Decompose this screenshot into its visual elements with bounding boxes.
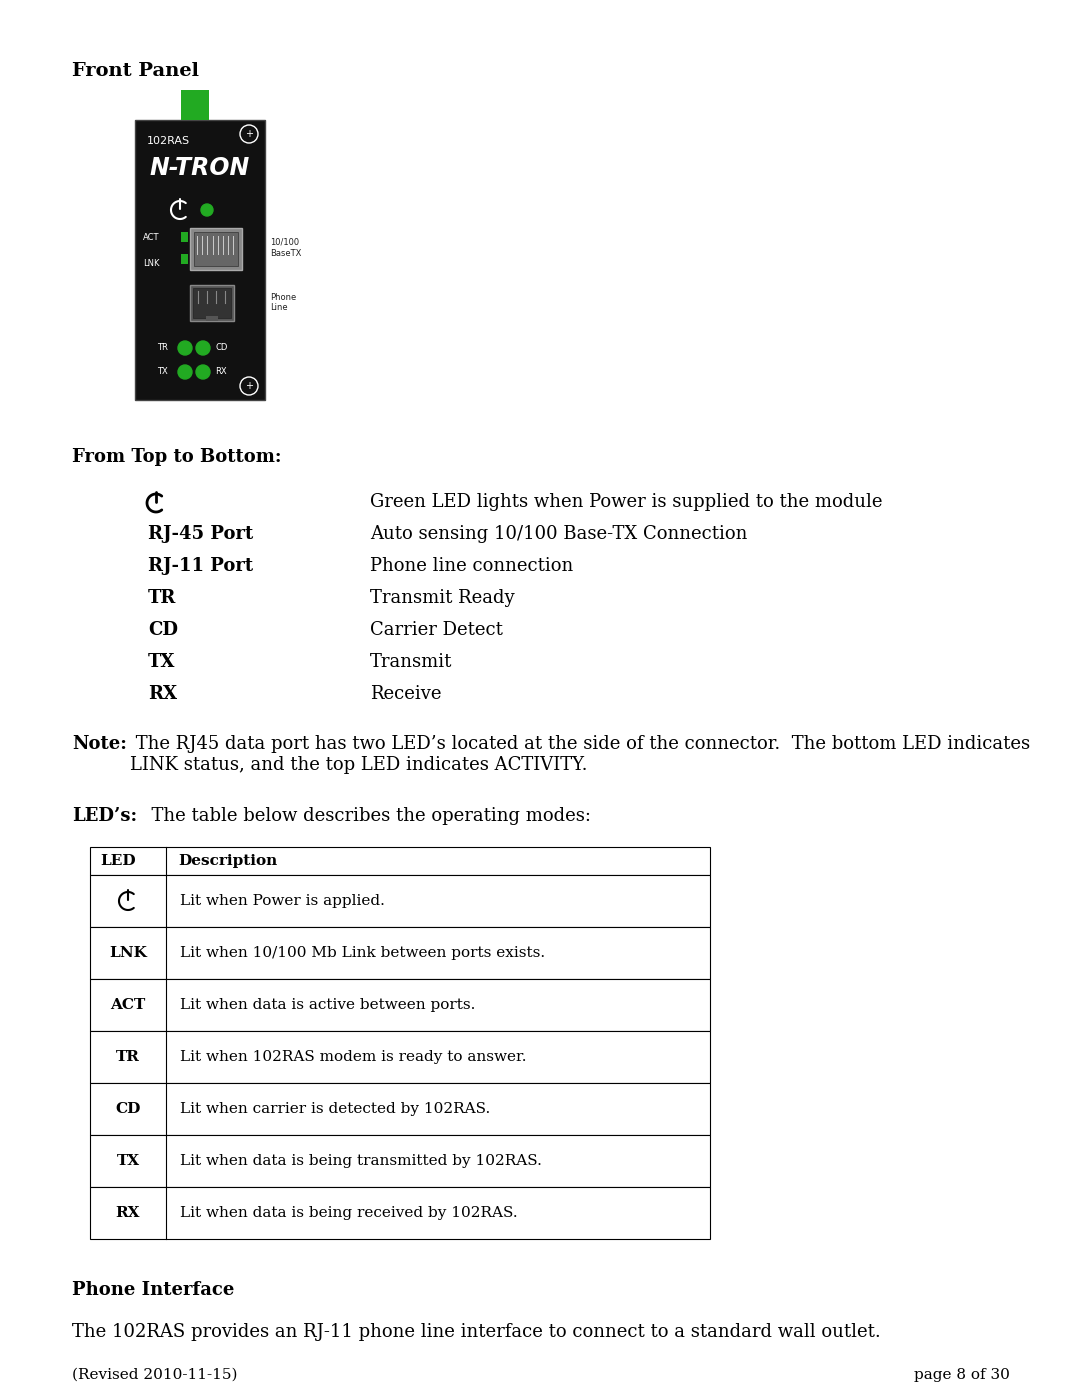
Bar <box>90 847 710 875</box>
Text: TX: TX <box>157 367 167 377</box>
Text: +: + <box>245 129 253 138</box>
Text: Phone line connection: Phone line connection <box>370 557 573 576</box>
Text: LNK: LNK <box>143 260 160 268</box>
Text: Note:: Note: <box>72 735 126 753</box>
Bar <box>90 979 710 1031</box>
Text: Description: Description <box>178 854 278 868</box>
Text: The table below describes the operating modes:: The table below describes the operating … <box>140 807 591 826</box>
Text: Lit when carrier is detected by 102RAS.: Lit when carrier is detected by 102RAS. <box>180 1102 490 1116</box>
Bar <box>90 1134 710 1187</box>
Bar <box>193 288 231 319</box>
Text: LED: LED <box>100 854 136 868</box>
Text: Receive: Receive <box>370 685 442 703</box>
Text: Auto sensing 10/100 Base-TX Connection: Auto sensing 10/100 Base-TX Connection <box>370 525 747 543</box>
Text: Lit when data is being received by 102RAS.: Lit when data is being received by 102RA… <box>180 1206 517 1220</box>
Bar <box>181 232 188 242</box>
Bar <box>135 120 265 400</box>
Text: ACT: ACT <box>143 233 160 243</box>
Text: 102RAS: 102RAS <box>147 136 190 147</box>
Text: TX: TX <box>117 1154 139 1168</box>
Bar <box>90 928 710 979</box>
Circle shape <box>178 341 192 355</box>
Text: The RJ45 data port has two LED’s located at the side of the connector.  The bott: The RJ45 data port has two LED’s located… <box>130 735 1030 774</box>
Text: (Revised 2010-11-15): (Revised 2010-11-15) <box>72 1368 238 1382</box>
Circle shape <box>195 341 210 355</box>
Text: Lit when 10/100 Mb Link between ports exists.: Lit when 10/100 Mb Link between ports ex… <box>180 946 545 960</box>
Text: TR: TR <box>157 344 167 352</box>
Text: Transmit: Transmit <box>370 652 453 671</box>
Bar <box>90 875 710 928</box>
Text: RX: RX <box>148 685 177 703</box>
Text: Carrier Detect: Carrier Detect <box>370 622 503 638</box>
Bar <box>194 232 238 265</box>
Text: RJ-45 Port: RJ-45 Port <box>148 525 253 543</box>
Text: Phone: Phone <box>270 292 296 302</box>
Bar <box>181 254 188 264</box>
Text: BaseTX: BaseTX <box>270 250 301 258</box>
Bar <box>90 1031 710 1083</box>
Text: 10/100: 10/100 <box>270 237 299 246</box>
Text: Phone Interface: Phone Interface <box>72 1281 234 1299</box>
Text: Green LED lights when Power is supplied to the module: Green LED lights when Power is supplied … <box>370 493 882 511</box>
Bar <box>90 1083 710 1134</box>
Text: TR: TR <box>116 1051 140 1065</box>
Text: +: + <box>245 381 253 391</box>
Bar <box>190 285 234 321</box>
Text: RX: RX <box>116 1206 140 1220</box>
Text: TR: TR <box>148 590 176 608</box>
Text: From Top to Bottom:: From Top to Bottom: <box>72 448 282 467</box>
Text: TX: TX <box>148 652 175 671</box>
Text: The 102RAS provides an RJ-11 phone line interface to connect to a standard wall : The 102RAS provides an RJ-11 phone line … <box>72 1323 881 1341</box>
Text: Lit when Power is applied.: Lit when Power is applied. <box>180 894 384 908</box>
Text: RJ-11 Port: RJ-11 Port <box>148 557 253 576</box>
Circle shape <box>195 365 210 379</box>
Circle shape <box>201 204 213 217</box>
Text: Lit when data is being transmitted by 102RAS.: Lit when data is being transmitted by 10… <box>180 1154 542 1168</box>
Bar <box>206 316 218 321</box>
Text: Line: Line <box>270 303 287 312</box>
Bar <box>180 89 208 120</box>
Text: RX: RX <box>215 367 227 377</box>
Text: N-TRON: N-TRON <box>150 156 251 180</box>
Text: Lit when 102RAS modem is ready to answer.: Lit when 102RAS modem is ready to answer… <box>180 1051 527 1065</box>
Bar <box>190 228 242 270</box>
Text: Lit when data is active between ports.: Lit when data is active between ports. <box>180 997 475 1011</box>
Text: ACT: ACT <box>110 997 146 1011</box>
Text: LED’s:: LED’s: <box>72 807 137 826</box>
Bar <box>90 1187 710 1239</box>
Text: CD: CD <box>148 622 178 638</box>
Text: Transmit Ready: Transmit Ready <box>370 590 515 608</box>
Circle shape <box>178 365 192 379</box>
Text: Front Panel: Front Panel <box>72 61 199 80</box>
Text: CD: CD <box>116 1102 140 1116</box>
Text: CD: CD <box>215 344 228 352</box>
Text: page 8 of 30: page 8 of 30 <box>914 1368 1010 1382</box>
Text: LNK: LNK <box>109 946 147 960</box>
